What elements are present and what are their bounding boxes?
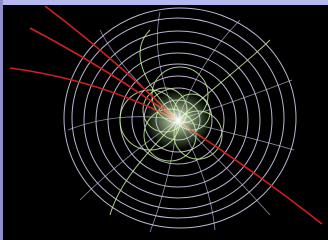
event-display [0, 0, 328, 240]
top-border [0, 0, 328, 5]
left-border [0, 0, 3, 240]
page [0, 0, 328, 240]
vertex-glow [144, 90, 212, 150]
